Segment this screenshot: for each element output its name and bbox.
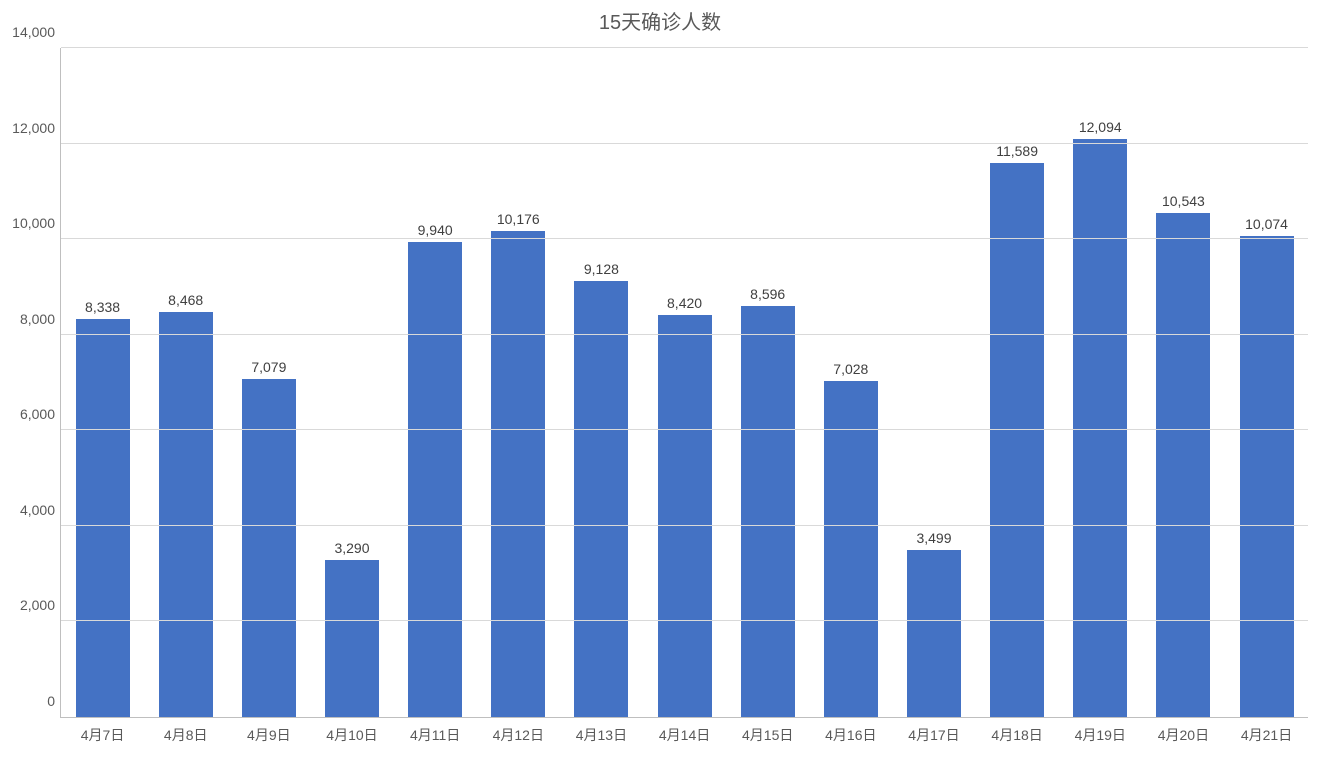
chart-container: 15天确诊人数 8,3384月7日8,4684月8日7,0794月9日3,290… (0, 0, 1320, 758)
x-tick-label: 4月19日 (1075, 725, 1126, 745)
bar: 9,940 (408, 242, 462, 717)
x-tick-label: 4月20日 (1158, 725, 1209, 745)
x-tick-label: 4月13日 (576, 725, 627, 745)
bar-slot: 3,4994月17日 (892, 48, 975, 717)
y-tick-label: 6,000 (20, 406, 61, 422)
bar: 11,589 (990, 163, 1044, 717)
x-tick-label: 4月11日 (410, 725, 460, 745)
x-tick-label: 4月12日 (493, 725, 544, 745)
bar-slot: 3,2904月10日 (310, 48, 393, 717)
gridline (61, 429, 1308, 430)
bar-slot: 9,9404月11日 (394, 48, 477, 717)
bar: 8,420 (658, 315, 712, 717)
x-tick-label: 4月16日 (825, 725, 876, 745)
bar: 8,468 (159, 312, 213, 717)
bar-value-label: 3,499 (916, 530, 951, 546)
bar-slot: 8,3384月7日 (61, 48, 144, 717)
bar-slot: 7,0284月16日 (809, 48, 892, 717)
y-tick-label: 12,000 (12, 120, 61, 136)
bar-value-label: 11,589 (996, 143, 1038, 159)
bar: 10,074 (1240, 236, 1294, 717)
bar-value-label: 10,543 (1162, 193, 1205, 209)
bar: 9,128 (574, 281, 628, 717)
bar-slot: 9,1284月13日 (560, 48, 643, 717)
x-tick-label: 4月10日 (326, 725, 377, 745)
bar-slot: 10,0744月21日 (1225, 48, 1308, 717)
x-tick-label: 4月18日 (991, 725, 1042, 745)
bar-value-label: 8,420 (667, 295, 702, 311)
bar-value-label: 9,128 (584, 261, 619, 277)
y-tick-label: 14,000 (12, 24, 61, 40)
bar-slot: 10,1764月12日 (477, 48, 560, 717)
x-tick-label: 4月8日 (164, 725, 208, 745)
y-tick-label: 4,000 (20, 502, 61, 518)
bar: 7,028 (824, 381, 878, 717)
bar-value-label: 8,468 (168, 292, 203, 308)
bar-slot: 8,4204月14日 (643, 48, 726, 717)
y-tick-label: 10,000 (12, 215, 61, 231)
bar-value-label: 12,094 (1079, 119, 1122, 135)
gridline (61, 238, 1308, 239)
gridline (61, 334, 1308, 335)
bar: 10,543 (1156, 213, 1210, 717)
bar-value-label: 8,596 (750, 286, 785, 302)
x-tick-label: 4月21日 (1241, 725, 1292, 745)
bar: 10,176 (491, 231, 545, 717)
bar-value-label: 8,338 (85, 299, 120, 315)
bar: 12,094 (1073, 139, 1127, 717)
x-tick-label: 4月15日 (742, 725, 793, 745)
bars-group: 8,3384月7日8,4684月8日7,0794月9日3,2904月10日9,9… (61, 48, 1308, 717)
bar-value-label: 9,940 (418, 222, 453, 238)
bar-slot: 12,0944月19日 (1059, 48, 1142, 717)
bar-slot: 7,0794月9日 (227, 48, 310, 717)
x-tick-label: 4月7日 (81, 725, 125, 745)
bar-value-label: 10,176 (497, 211, 540, 227)
x-tick-label: 4月9日 (247, 725, 291, 745)
chart-title: 15天确诊人数 (0, 6, 1320, 35)
bar: 8,596 (741, 306, 795, 717)
bar-slot: 8,5964月15日 (726, 48, 809, 717)
bar-value-label: 7,028 (833, 361, 868, 377)
bar: 8,338 (76, 319, 130, 717)
x-tick-label: 4月14日 (659, 725, 710, 745)
bar: 3,499 (907, 550, 961, 717)
bar-slot: 11,5894月18日 (976, 48, 1059, 717)
gridline (61, 620, 1308, 621)
gridline (61, 143, 1308, 144)
x-tick-label: 4月17日 (908, 725, 959, 745)
y-tick-label: 0 (47, 693, 61, 709)
bar-value-label: 7,079 (251, 359, 286, 375)
y-tick-label: 2,000 (20, 597, 61, 613)
gridline (61, 47, 1308, 48)
bar: 3,290 (325, 560, 379, 717)
bar-slot: 10,5434月20日 (1142, 48, 1225, 717)
bar-value-label: 3,290 (334, 540, 369, 556)
bar-value-label: 10,074 (1245, 216, 1288, 232)
y-tick-label: 8,000 (20, 311, 61, 327)
gridline (61, 525, 1308, 526)
bar-slot: 8,4684月8日 (144, 48, 227, 717)
plot-area: 8,3384月7日8,4684月8日7,0794月9日3,2904月10日9,9… (60, 48, 1308, 718)
